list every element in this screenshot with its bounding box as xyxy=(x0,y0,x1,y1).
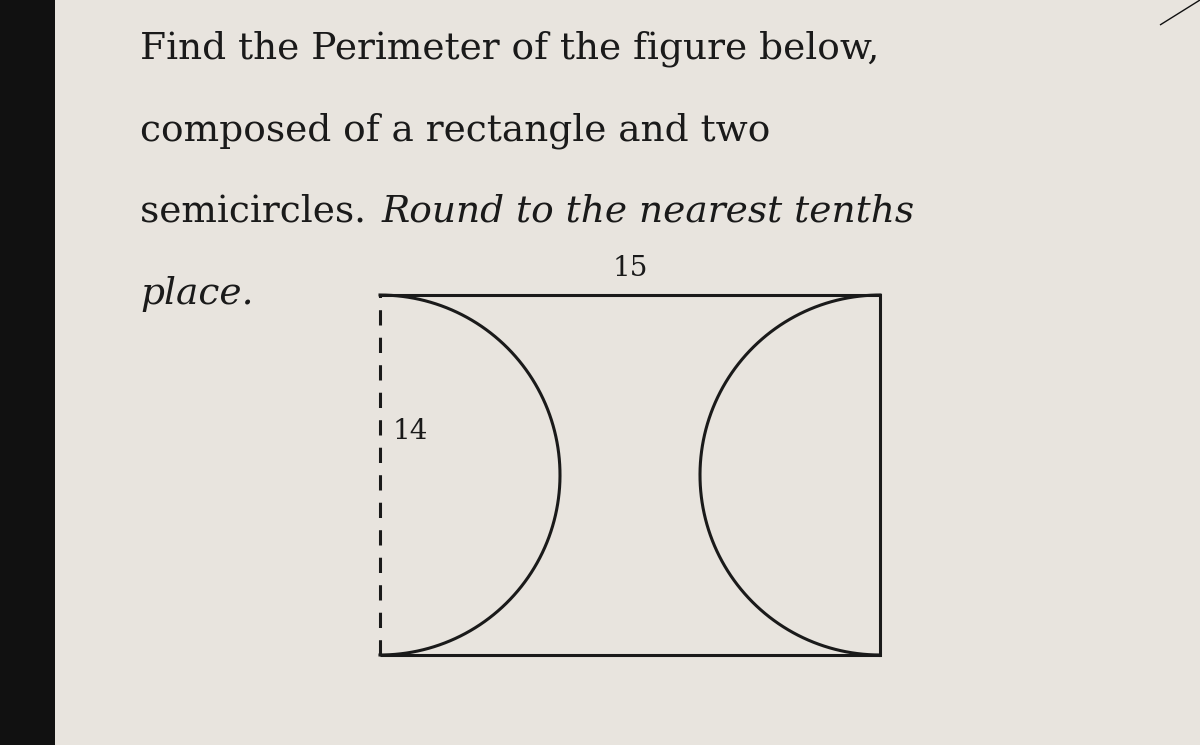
Text: Round to the nearest tenths: Round to the nearest tenths xyxy=(382,194,916,230)
Text: place.: place. xyxy=(140,276,253,312)
Text: composed of a rectangle and two: composed of a rectangle and two xyxy=(140,112,770,148)
Bar xyxy=(0,0,55,745)
Text: semicircles.: semicircles. xyxy=(140,194,378,230)
Polygon shape xyxy=(1160,0,1200,25)
Text: 14: 14 xyxy=(394,418,428,446)
Text: 15: 15 xyxy=(612,255,648,282)
Text: Find the Perimeter of the figure below,: Find the Perimeter of the figure below, xyxy=(140,30,880,66)
